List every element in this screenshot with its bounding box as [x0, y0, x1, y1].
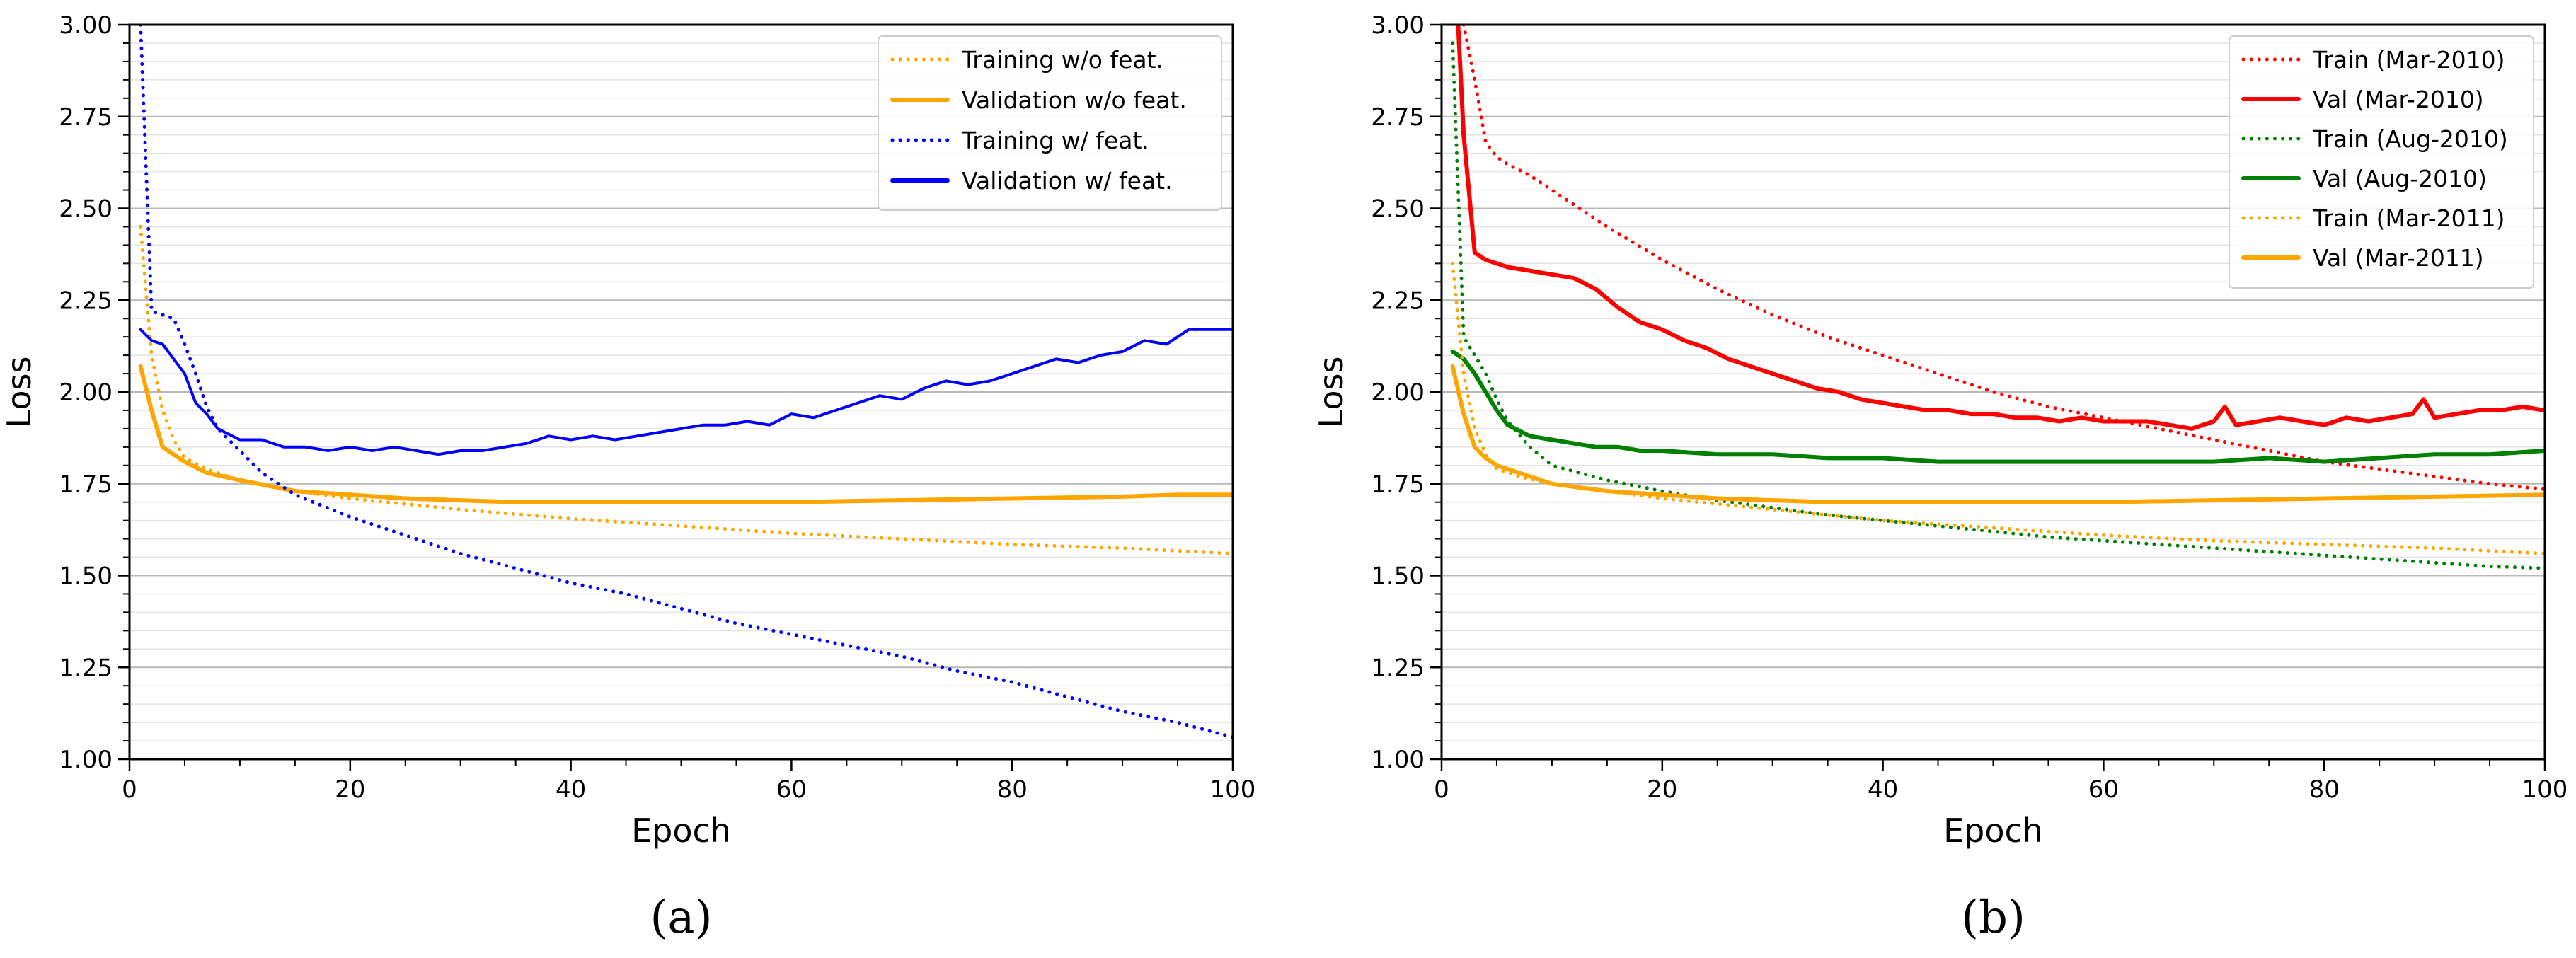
- series-line: [139, 328, 1233, 456]
- x-tick-label: 80: [997, 775, 1028, 804]
- legend: Training w/o feat. Validation w/o feat. Tr…: [878, 35, 1222, 211]
- plot-frame: [128, 23, 1234, 761]
- legend-box: [2229, 35, 2534, 289]
- x-tick-label: 0: [122, 775, 137, 804]
- y-tick-label: 1.75: [1371, 471, 1425, 499]
- legend: Train (Mar-2010) Val (Mar-2010) Train (Aug…: [2229, 35, 2534, 289]
- series-line: [1450, 364, 2545, 504]
- y-tick-label: 1.25: [1371, 654, 1425, 682]
- series-line: [1451, 41, 2545, 570]
- y-tick-label: 1.00: [1371, 746, 1425, 774]
- y-tick-label: 1.50: [1371, 562, 1425, 591]
- legend-label: Validation w/o feat.: [962, 86, 1187, 114]
- plot-frame: [1440, 23, 2546, 761]
- x-tick-label: 40: [1868, 775, 1898, 804]
- x-axis-label: Epoch: [631, 812, 731, 850]
- y-tick-label: 1.25: [59, 654, 113, 682]
- y-tick-label: 2.50: [1371, 195, 1425, 224]
- y-tick-label: 3.00: [1371, 11, 1425, 40]
- legend-label: Train (Mar-2010): [2312, 46, 2505, 74]
- y-tick-label: 2.00: [59, 379, 113, 407]
- series-line: [138, 364, 1233, 504]
- x-tick-label: 40: [556, 775, 586, 804]
- panel-label: (b): [1961, 891, 2025, 944]
- series-group: [1450, 25, 2545, 570]
- y-tick-label: 1.50: [59, 562, 113, 591]
- series-line: [1450, 349, 2545, 464]
- x-tick-label: 100: [1210, 775, 1256, 804]
- y-tick-label: 1.00: [59, 746, 113, 774]
- x-tick-label: 20: [335, 775, 365, 804]
- x-tick-label: 100: [2522, 775, 2568, 804]
- series-line: [139, 224, 1233, 555]
- y-axis-label: Loss: [0, 357, 38, 428]
- y-tick-label: 2.75: [59, 103, 113, 132]
- y-tick-label: 1.75: [59, 471, 113, 499]
- y-axis-label: Loss: [1312, 357, 1350, 428]
- y-tick-label: 2.00: [1371, 379, 1425, 407]
- legend-box: [878, 35, 1222, 211]
- legend-label: Val (Mar-2011): [2313, 244, 2484, 272]
- y-tick-label: 2.25: [59, 287, 113, 315]
- x-tick-label: 20: [1647, 775, 1677, 804]
- x-tick-label: 60: [2088, 775, 2119, 804]
- x-axis-label: Epoch: [1943, 812, 2043, 850]
- chart-panel-b: 1.00 1.25 1.50 1.75 2.00 2.25 2.50 2.75 3.00 0 20 4…: [1312, 11, 2568, 944]
- series-line: [1456, 25, 2545, 431]
- legend-label: Training w/o feat.: [961, 46, 1163, 74]
- legend-label: Training w/ feat.: [961, 127, 1149, 154]
- chart-panel-a: 1.00 1.25 1.50 1.75 2.00 2.25 2.50 2.75 3.00 0 20 4…: [0, 11, 1255, 944]
- y-tick-label: 2.75: [1371, 103, 1425, 132]
- legend-label: Validation w/ feat.: [962, 167, 1173, 195]
- legend-label: Val (Mar-2010): [2313, 86, 2484, 113]
- y-tick-label: 3.00: [59, 11, 113, 40]
- y-tick-label: 2.25: [1371, 287, 1425, 315]
- legend-label: Train (Mar-2011): [2312, 204, 2505, 232]
- legend-label: Val (Aug-2010): [2313, 165, 2487, 192]
- y-tick-label: 2.50: [59, 195, 113, 224]
- series-line: [139, 25, 1233, 739]
- legend-label: Train (Aug-2010): [2312, 125, 2508, 153]
- panel-label: (a): [650, 891, 712, 944]
- x-tick-label: 80: [2309, 775, 2340, 804]
- series-group: [138, 25, 1233, 739]
- x-tick-label: 60: [776, 775, 807, 804]
- x-tick-label: 0: [1434, 775, 1449, 804]
